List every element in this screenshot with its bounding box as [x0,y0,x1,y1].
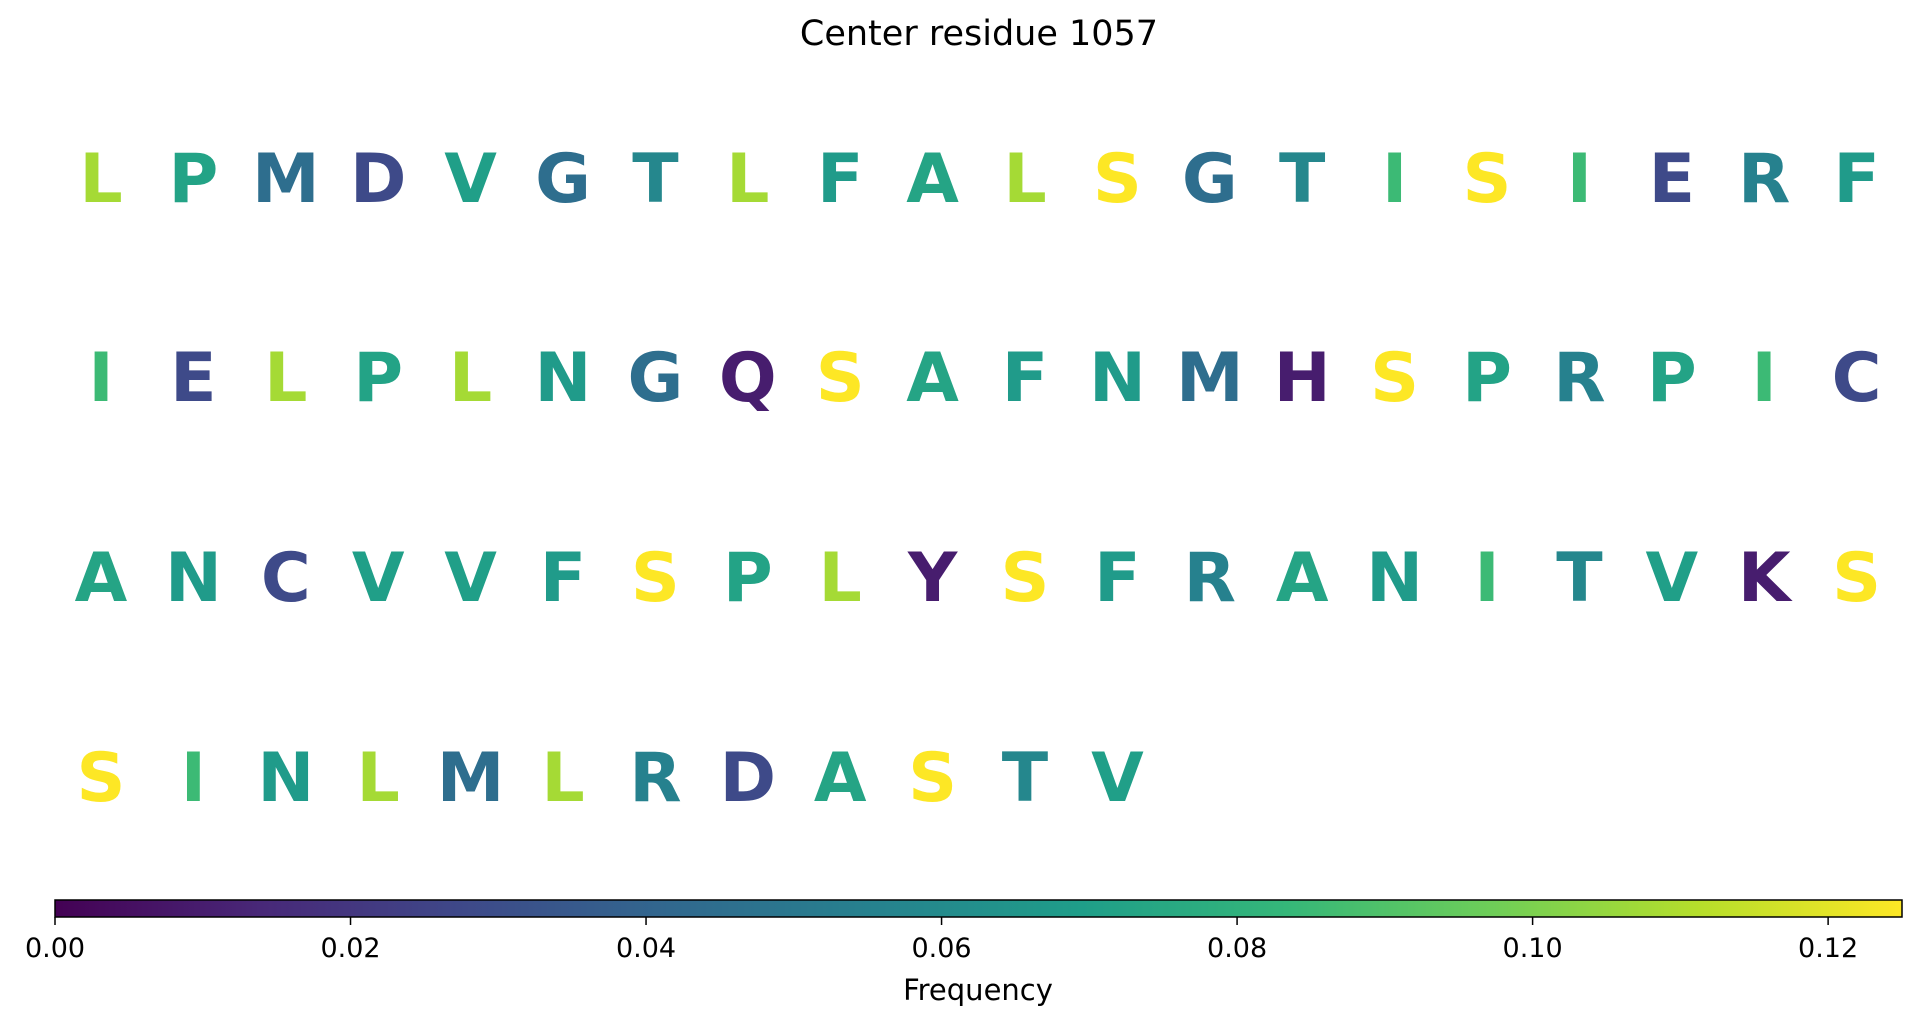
residue-letter: S [816,339,865,418]
residue-letter: N [1366,539,1423,618]
residue-letter: L [541,739,584,818]
residue-letter: I [1382,140,1407,219]
residue-letter: T [1002,739,1049,818]
residue-letter: D [720,739,776,818]
residue-letter: L [726,140,769,219]
residue-letter: V [1645,539,1698,618]
colorbar-label: Frequency [903,973,1053,1007]
colorbar-tick-label: 0.00 [25,933,85,964]
residue-letter: V [444,539,497,618]
residue-letter: S [1093,140,1142,219]
residue-letter: L [79,140,122,219]
residue-letter: F [540,539,586,618]
residue-letter: M [252,140,320,219]
colorbar-tick-label: 0.08 [1207,933,1267,964]
residue-letter: I [181,739,206,818]
residue-letter: N [535,339,592,418]
residue-letter: C [261,539,311,618]
residue-letter: T [632,140,679,219]
residue-letter: P [723,539,773,618]
residue-letter: A [1276,539,1329,618]
residue-letter: F [1094,539,1140,618]
residue-letter: E [170,339,216,418]
residue-letter: L [449,339,492,418]
colorbar: 0.00 0.02 0.04 0.06 0.08 0.10 0.12 Frequency [25,899,1903,1007]
residue-letter: R [1553,339,1605,418]
residue-letter: S [77,739,126,818]
colorbar-tick-label: 0.12 [1798,933,1858,964]
residue-letter: A [814,739,867,818]
residue-letter: P [1462,339,1512,418]
residue-letter: V [352,539,405,618]
residue-letter: F [1833,140,1879,219]
residue-letter: I [1752,339,1777,418]
residue-letter: L [264,339,307,418]
colorbar-tick-label: 0.04 [616,933,676,964]
residue-letter: N [257,739,314,818]
residue-letter: D [350,140,406,219]
colorbar-tick-label: 0.10 [1503,933,1563,964]
residue-letter: S [631,539,680,618]
residue-letter: H [1274,339,1331,418]
residue-letter: N [1089,339,1146,418]
residue-letter: A [906,140,959,219]
colorbar-ticks: 0.00 0.02 0.04 0.06 0.08 0.10 0.12 [25,917,1858,964]
residue-letter: F [1002,339,1048,418]
residue-letter: R [1184,539,1236,618]
residue-letters: L P M D V G T L F A L S G T I S I E R FI E L P L N G Q S A F N M H S P R P I C… [75,140,1882,818]
chart-title: Center residue 1057 [799,14,1159,54]
colorbar-tick-label: 0.06 [911,933,971,964]
residue-letter: G [535,140,591,219]
residue-letter: A [75,539,128,618]
residue-letter: K [1738,539,1793,618]
residue-letter: I [1474,539,1499,618]
residue-letter: G [627,339,683,418]
residue-letter: L [357,739,400,818]
residue-letter: M [437,739,505,818]
residue-letter: N [165,539,222,618]
residue-letter: T [1279,140,1326,219]
residue-letter: V [1091,739,1144,818]
residue-letter: G [1182,140,1238,219]
residue-letter: I [88,339,113,418]
residue-letter: C [1832,339,1882,418]
residue-letter: M [1176,339,1244,418]
residue-letter: I [1567,140,1592,219]
residue-letter: Y [907,539,958,618]
residue-letter: E [1649,140,1695,219]
residue-letter: R [1738,140,1790,219]
residue-letter: A [906,339,959,418]
residue-letter: S [1463,140,1512,219]
colorbar-bar [54,899,1903,918]
residue-letter: Q [719,339,777,418]
residue-letter: L [819,539,862,618]
residue-letter: T [1556,539,1603,618]
residue-letter: S [1370,339,1419,418]
colorbar-tick-label: 0.02 [320,933,380,964]
residue-letter: R [629,739,681,818]
residue-letter: S [908,739,957,818]
residue-letter: V [444,140,497,219]
residue-letter: P [1647,339,1697,418]
residue-letter: S [1001,539,1050,618]
residue-letter: S [1832,539,1881,618]
residue-letter: L [1003,140,1046,219]
residue-letter: P [353,339,403,418]
residue-letter: F [817,140,863,219]
residue-letter: P [168,140,218,219]
